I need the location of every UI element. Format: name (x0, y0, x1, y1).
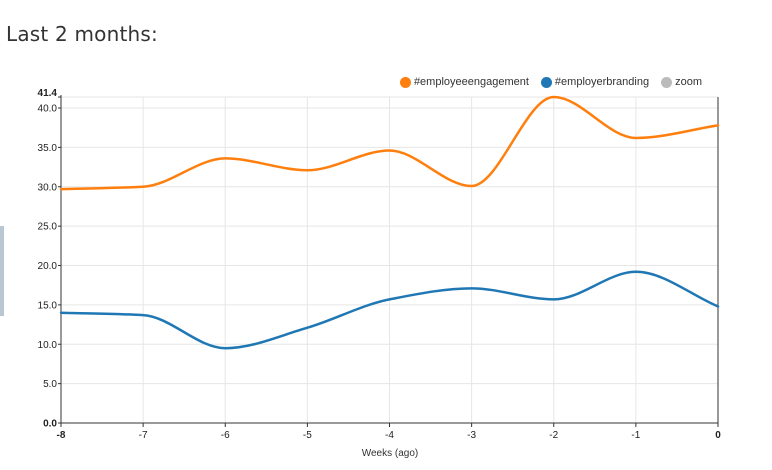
legend-label-zoom: zoom (675, 76, 702, 88)
y-tick-label: 5.0 (43, 379, 57, 390)
x-axis-title: Weeks (ago) (362, 448, 419, 459)
series-line-employerbranding (59, 270, 720, 350)
x-tick-label: -4 (385, 430, 394, 441)
legend-label-employeeengagement: #employeeengagement (413, 76, 529, 88)
y-tick-label: 35.0 (38, 143, 58, 154)
x-tick-label: -3 (467, 430, 476, 441)
y-tick-label: 25.0 (38, 222, 58, 233)
x-tick-label: -1 (631, 430, 640, 441)
y-tick-label: 30.0 (38, 182, 58, 193)
chart-grid (61, 96, 719, 423)
legend-marker-zoom (661, 76, 673, 88)
chart-series (59, 95, 720, 350)
chart-legend: #employeeengagement #employerbranding zo… (399, 76, 702, 88)
x-tick-label: -2 (549, 430, 558, 441)
series-line-employeeengagement (59, 95, 720, 191)
chart-axes (58, 95, 719, 427)
y-tick-label: 20.0 (38, 261, 58, 272)
legend-item-employeeengagement[interactable]: #employeeengagement (399, 76, 529, 88)
legend-label-employerbranding: #employerbranding (554, 76, 650, 88)
page-title: Last 2 months: (6, 22, 158, 46)
x-tick-label: -6 (221, 430, 230, 441)
y-tick-label: 41.4 (38, 88, 58, 99)
legend-marker-employerbranding (540, 76, 552, 88)
x-tick-label: -7 (139, 430, 148, 441)
legend-item-employerbranding[interactable]: #employerbranding (540, 76, 650, 88)
y-tick-label: 40.0 (38, 104, 58, 115)
legend-item-zoom[interactable]: zoom (661, 76, 702, 88)
x-tick-label: -8 (57, 430, 66, 441)
y-tick-label: 0.0 (43, 419, 57, 430)
x-tick-label: 0 (715, 430, 721, 441)
x-tick-label: -5 (303, 430, 312, 441)
chart-tick-labels: 0.0 5.0 10.0 15.0 20.0 25.0 30.0 35.0 40.0 41.4 -8… (38, 88, 722, 441)
legend-marker-employeeengagement (399, 76, 411, 88)
y-tick-label: 10.0 (38, 340, 58, 351)
side-panel-edge (0, 226, 4, 316)
y-tick-label: 15.0 (38, 300, 58, 311)
